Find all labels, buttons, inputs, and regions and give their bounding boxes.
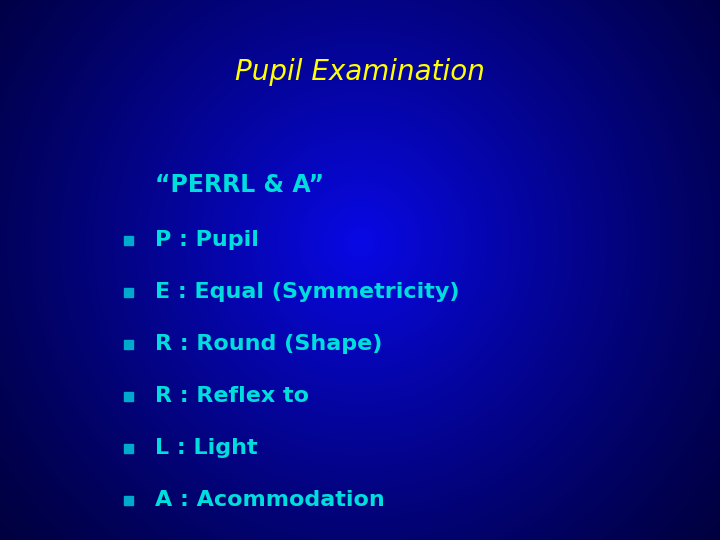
Bar: [124, 340, 132, 348]
Text: R : Reflex to: R : Reflex to: [155, 386, 309, 406]
Text: L : Light: L : Light: [155, 438, 258, 458]
Text: P : Pupil: P : Pupil: [155, 230, 259, 250]
Text: “PERRL & A”: “PERRL & A”: [155, 173, 324, 197]
Bar: [124, 287, 132, 296]
Bar: [124, 496, 132, 504]
Bar: [124, 443, 132, 453]
Text: R : Round (Shape): R : Round (Shape): [155, 334, 382, 354]
Text: Pupil Examination: Pupil Examination: [235, 58, 485, 86]
Text: A : Acommodation: A : Acommodation: [155, 490, 384, 510]
Text: E : Equal (Symmetricity): E : Equal (Symmetricity): [155, 282, 459, 302]
Bar: [124, 392, 132, 401]
Bar: [124, 235, 132, 245]
